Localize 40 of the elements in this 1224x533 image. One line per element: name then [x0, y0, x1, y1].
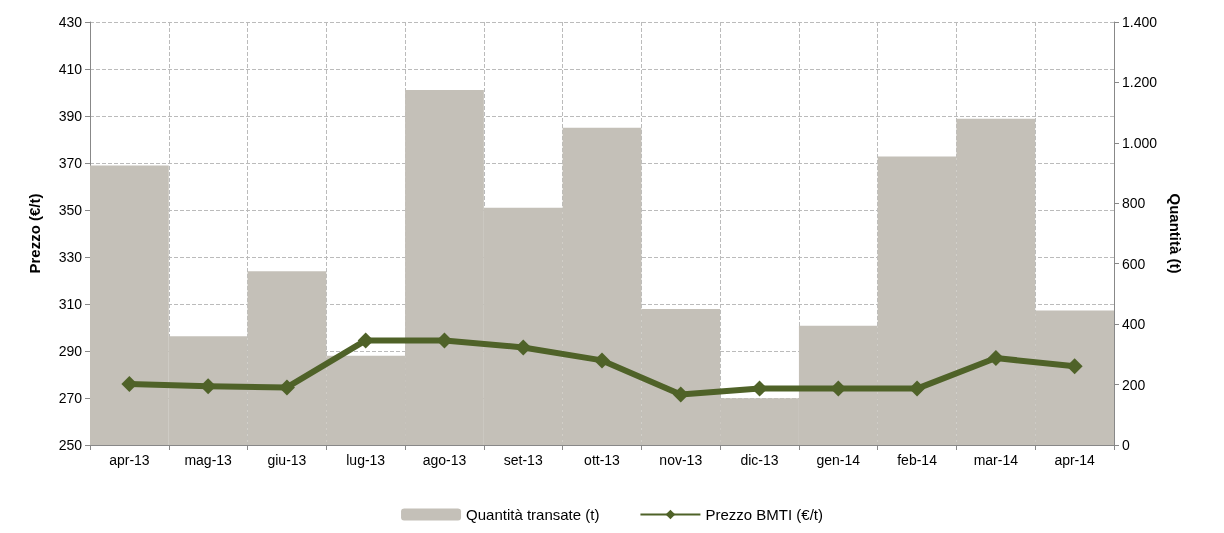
x-tick-label: ott-13: [584, 452, 621, 468]
x-tick-label: apr-14: [1054, 452, 1096, 468]
x-tick-label: feb-14: [897, 452, 938, 468]
x-tick-label: giu-13: [267, 452, 307, 468]
y2-tick-label: 0: [1122, 437, 1130, 453]
y2-axis-title: Quantità (t): [1166, 193, 1184, 274]
y-tick-label: 310: [58, 296, 83, 312]
x-tick-label: lug-13: [346, 452, 386, 468]
x-tick-label: nov-13: [659, 452, 703, 468]
x-tick-label: gen-14: [816, 452, 861, 468]
y-tick-label: 250: [58, 437, 83, 453]
y2-tick-label: 600: [1122, 255, 1146, 272]
point: [1066, 358, 1083, 375]
point: [594, 352, 610, 369]
y2-tick-label: 1.200: [1122, 74, 1158, 91]
y2-tick-label: 200: [1122, 376, 1146, 393]
x-tick-label: set-13: [503, 452, 543, 468]
y-tick-label: 410: [58, 61, 83, 77]
y-axis-title: Prezzo (€/t): [26, 193, 43, 274]
y-tick-label: 370: [58, 155, 83, 171]
y-tick-label: 270: [58, 390, 83, 406]
y-tick-label: 350: [58, 202, 83, 218]
point: [515, 339, 532, 356]
x-tick-label: mag-13: [184, 452, 233, 468]
y2-tick-label: 400: [1122, 316, 1146, 333]
y2-tick-label: 1.000: [1122, 134, 1158, 151]
y-tick-label: 290: [58, 343, 83, 359]
x-tick-label: apr-13: [109, 452, 150, 468]
x-tick-label: mar-14: [973, 452, 1019, 468]
y2-tick-label: 1.400: [1122, 14, 1158, 30]
y-tick-label: 330: [58, 249, 83, 265]
y-tick-label: 430: [58, 14, 83, 30]
y2-tick-label: 800: [1122, 195, 1146, 212]
legend-label: Quantità transate (t): [466, 506, 600, 523]
legend-label: Prezzo BMTI (€/t): [705, 506, 823, 523]
point: [987, 350, 1004, 367]
y-tick-label: 390: [58, 108, 83, 124]
point: [909, 380, 926, 397]
x-tick-label: dic-13: [740, 452, 779, 468]
x-tick-label: ago-13: [422, 452, 467, 468]
